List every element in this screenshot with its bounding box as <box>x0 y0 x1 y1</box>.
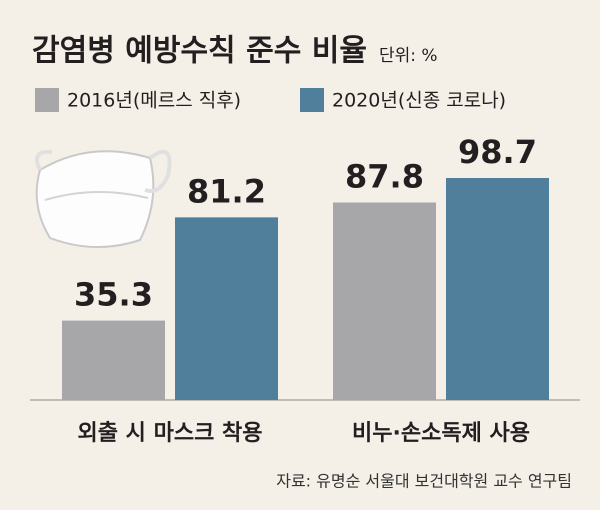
unit-label: 단위: % <box>379 46 438 66</box>
source: 자료: 유명순 서울대 보건대학원 교수 연구팀 <box>276 472 572 491</box>
legend-label: 2020년(신종 코로나) <box>332 90 506 112</box>
mask-illustration <box>35 149 172 248</box>
category-label: 비누·손소독제 사용 <box>352 421 530 446</box>
legend-swatch <box>300 88 324 112</box>
chart-title: 감염병 예방수칙 준수 비율 <box>32 34 367 69</box>
value-label: 98.7 <box>458 133 537 171</box>
value-label: 81.2 <box>187 172 266 210</box>
category-label: 외출 시 마스크 착용 <box>78 421 263 446</box>
value-label: 35.3 <box>74 276 153 314</box>
bar <box>333 202 436 400</box>
value-label: 87.8 <box>345 158 424 196</box>
legend-swatch <box>35 88 59 112</box>
bar <box>175 217 278 400</box>
legend-label: 2016년(메르스 직후) <box>67 90 241 112</box>
bar <box>446 178 549 400</box>
bar <box>62 320 165 400</box>
